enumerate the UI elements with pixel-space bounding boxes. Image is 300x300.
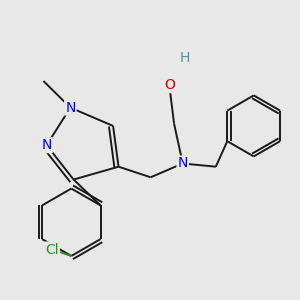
Text: N: N [65, 100, 76, 115]
Text: H: H [179, 50, 190, 64]
Text: N: N [178, 157, 188, 170]
Text: O: O [164, 78, 175, 92]
Text: N: N [41, 138, 52, 152]
Text: Cl: Cl [45, 242, 59, 256]
